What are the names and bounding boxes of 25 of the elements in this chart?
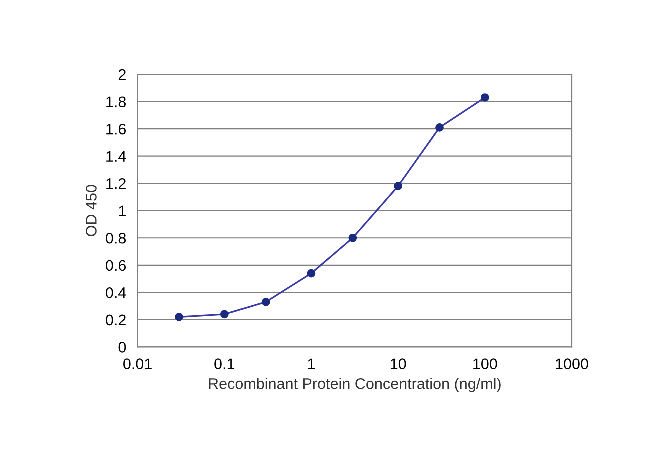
- y-tick-label: 0: [118, 342, 126, 353]
- point: [262, 298, 270, 306]
- y-tick-label: 0.8: [106, 232, 126, 244]
- x-tick-label: 1: [308, 358, 315, 370]
- x-tick-label: 0.01: [124, 358, 152, 370]
- point: [480, 94, 490, 102]
- y-tick-label: 0.2: [106, 314, 126, 326]
- y-axis-title: OD 450: [86, 185, 97, 236]
- y-tick-label: 1.8: [106, 96, 126, 108]
- y-tick-label: 2: [118, 69, 126, 80]
- point: [394, 182, 402, 190]
- y-tick-label: 0.4: [106, 288, 126, 298]
- point: [307, 269, 316, 278]
- x-tick-label: 10: [390, 358, 406, 370]
- x-tick-label: 100: [474, 358, 498, 370]
- point: [348, 234, 358, 242]
- y-tick-label: 1.4: [106, 151, 126, 162]
- point: [175, 313, 184, 322]
- x-tick-label: 0.1: [214, 358, 235, 370]
- y-tick-label: 1.6: [106, 124, 126, 135]
- x-axis-title: Recombinant Protein Concentration (ng/ml): [209, 378, 501, 392]
- x-tick-label: 1000: [556, 358, 588, 370]
- y-tick-label: 1: [119, 206, 126, 216]
- y-tick-label: 0.6: [106, 260, 126, 272]
- y-tick-label: 1.2: [106, 178, 126, 190]
